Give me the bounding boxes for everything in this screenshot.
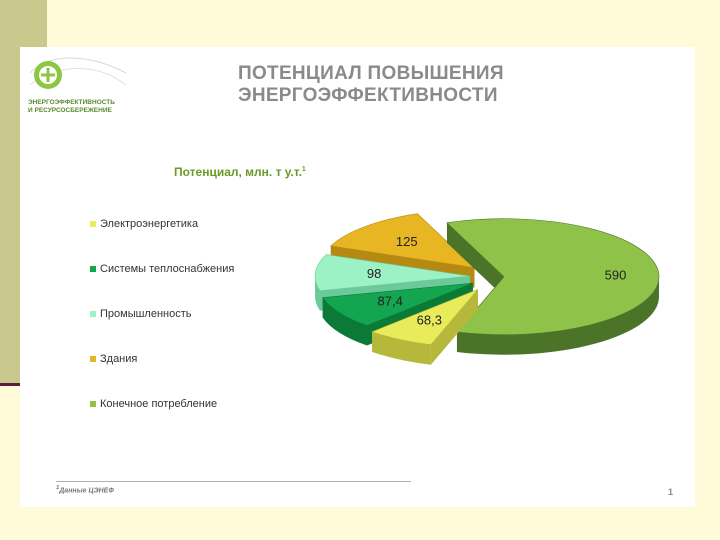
title-line-2: ЭНЕРГОЭФФЕКТИВНОСТИ <box>238 85 498 106</box>
legend-swatch <box>90 266 96 272</box>
legend-label: Промышленность <box>100 308 192 320</box>
pie-slice-rim <box>372 331 431 365</box>
footnote-divider <box>56 481 411 482</box>
legend-item: Конечное потребление <box>90 397 217 411</box>
legend-label: Здания <box>100 353 138 365</box>
pie-slice-top <box>314 254 471 292</box>
pie-slice-rim <box>456 276 659 355</box>
page-title: ПОТЕНЦИАЛ ПОВЫШЕНИЯ ЭНЕРГОЭФФЕКТИВНОСТИ <box>238 63 504 107</box>
pie-slice <box>371 289 479 365</box>
slide: ЭНЕРГОЭФФЕКТИВНОСТЬ И РЕСУРСОСБЕРЕЖЕНИЕ … <box>20 47 695 507</box>
legend-label: Системы теплоснабжения <box>100 263 235 275</box>
logo-line-2: И РЕСУРСОСБЕРЕЖЕНИЕ <box>28 107 112 114</box>
logo-text: ЭНЕРГОЭФФЕКТИВНОСТЬ И РЕСУРСОСБЕРЕЖЕНИЕ <box>28 99 148 115</box>
footnote: 1Данные ЦЭНЕФ <box>56 485 114 494</box>
footnote-mark: 1 <box>56 485 60 491</box>
pie-slice-top <box>371 289 479 346</box>
pie-data-label: 125 <box>396 234 418 249</box>
legend-item: Промышленность <box>90 307 192 321</box>
pie-data-label: 87,4 <box>378 293 403 308</box>
legend-item: Электроэнергетика <box>90 217 198 231</box>
pie-slice <box>446 218 660 355</box>
pie-slice-rim <box>315 276 320 311</box>
logo-line-1: ЭНЕРГОЭФФЕКТИВНОСТЬ <box>28 99 115 106</box>
legend-swatch <box>90 311 96 317</box>
pie-data-label: 590 <box>605 267 627 282</box>
chart-title: Потенциал, млн. т у.т.1 <box>174 165 306 179</box>
chart-title-footnote-mark: 1 <box>301 166 306 173</box>
title-line-1: ПОТЕНЦИАЛ ПОВЫШЕНИЯ <box>238 63 504 84</box>
chart-title-text: Потенциал, млн. т у.т. <box>174 165 302 179</box>
legend-swatch <box>90 221 96 227</box>
legend-item: Здания <box>90 352 137 366</box>
page-number: 1 <box>668 487 674 497</box>
pie-slice-top <box>322 282 473 326</box>
pie-data-label: 98 <box>367 266 381 281</box>
pie-chart: 68,3 87,4 98 125 590 <box>314 213 660 365</box>
footnote-text: Данные ЦЭНЕФ <box>59 487 114 495</box>
legend-label: Электроэнергетика <box>100 218 199 230</box>
legend-swatch <box>90 401 96 407</box>
pie-data-label: 68,3 <box>417 312 442 327</box>
legend-item: Системы теплоснабжения <box>90 262 234 276</box>
legend-swatch <box>90 356 96 362</box>
logo-icon <box>29 57 127 89</box>
pie-slice-rim <box>322 297 368 346</box>
pie-slice-wall <box>446 222 504 297</box>
legend-label: Конечное потребление <box>100 398 218 410</box>
pie-slice-top <box>330 213 476 269</box>
pie-slice-top <box>446 218 660 335</box>
